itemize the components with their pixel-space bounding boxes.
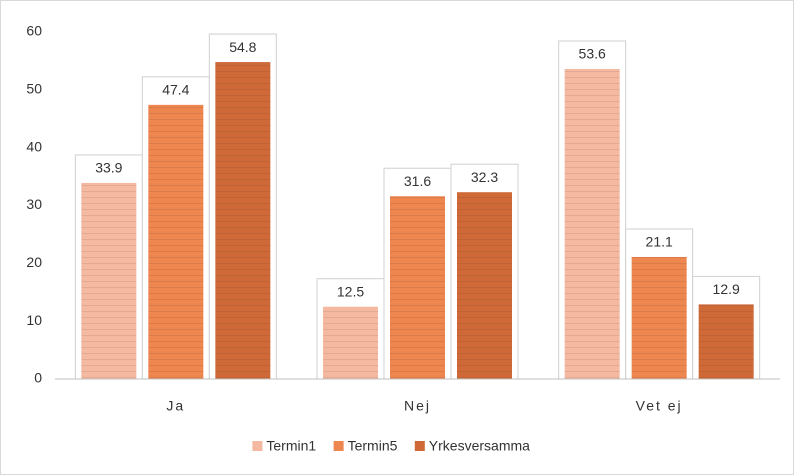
legend-swatch [414,441,425,451]
bar-texture [390,196,445,379]
legend-swatch [252,441,263,451]
bar-texture [631,256,687,379]
bar-texture [323,306,378,379]
y-tick-label: 10 [26,312,42,328]
legend-label: Termin5 [348,438,398,454]
y-tick-label: 30 [26,196,42,212]
value-label: 31.6 [404,173,431,189]
value-label: 54.8 [229,39,256,55]
value-label: 12.5 [337,283,364,299]
bar-texture [698,304,754,379]
bar-texture [148,104,204,380]
x-tick-label: Nej [404,398,431,414]
y-tick-label: 50 [26,81,42,97]
x-tick-label: Vet ej [636,398,683,414]
bar-texture [81,182,137,379]
value-label: 12.9 [713,281,740,297]
bar-texture [215,62,271,379]
y-tick-label: 40 [26,138,42,154]
bar-texture [564,69,620,379]
value-label: 47.4 [162,82,189,98]
y-tick-label: 60 [26,23,42,39]
x-tick-label: Ja [166,398,185,414]
value-label: 32.3 [471,169,498,185]
y-tick-label: 0 [34,370,42,386]
value-label: 33.9 [95,160,122,176]
legend-swatch [333,441,344,451]
bar-texture [457,192,512,379]
value-label: 21.1 [646,234,673,250]
legend-label: Termin1 [266,438,316,454]
y-tick-label: 20 [26,254,42,270]
value-label: 53.6 [579,46,606,62]
legend-label: Yrkesversamma [429,438,530,454]
